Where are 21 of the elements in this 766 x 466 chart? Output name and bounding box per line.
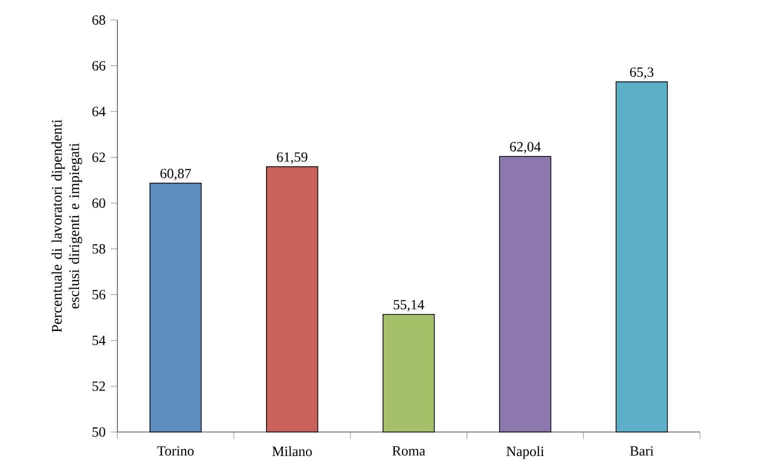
y-tick-label: 62 (92, 152, 105, 162)
x-tick-label: Bari (630, 446, 654, 456)
data-label: 60,87 (160, 168, 191, 180)
data-label: 65,3 (630, 67, 654, 79)
data-label: 62,04 (510, 142, 541, 154)
data-label: 61,59 (276, 152, 308, 164)
y-tick-label: 60 (92, 198, 106, 208)
y-tick-label: 52 (92, 382, 105, 391)
x-tick-label: Roma (392, 446, 426, 456)
x-tick-label: Napoli (506, 446, 544, 459)
y-axis-title: Percentuale di lavoratori dipendenti esclusi dirigenti e impiegati (51, 120, 82, 332)
y-tick-label: 64 (92, 106, 106, 116)
y-tick-label: 58 (92, 244, 106, 254)
y-tick-label: 68 (92, 15, 106, 25)
y-tick-label: 54 (92, 336, 106, 346)
x-tick-label: Torino (157, 446, 194, 456)
y-tick-label: 56 (92, 290, 106, 300)
data-label: 55,14 (394, 300, 424, 312)
y-tick-label: 50 (92, 427, 106, 437)
x-tick-label: Milano (272, 446, 312, 456)
y-tick-label: 66 (92, 61, 106, 70)
